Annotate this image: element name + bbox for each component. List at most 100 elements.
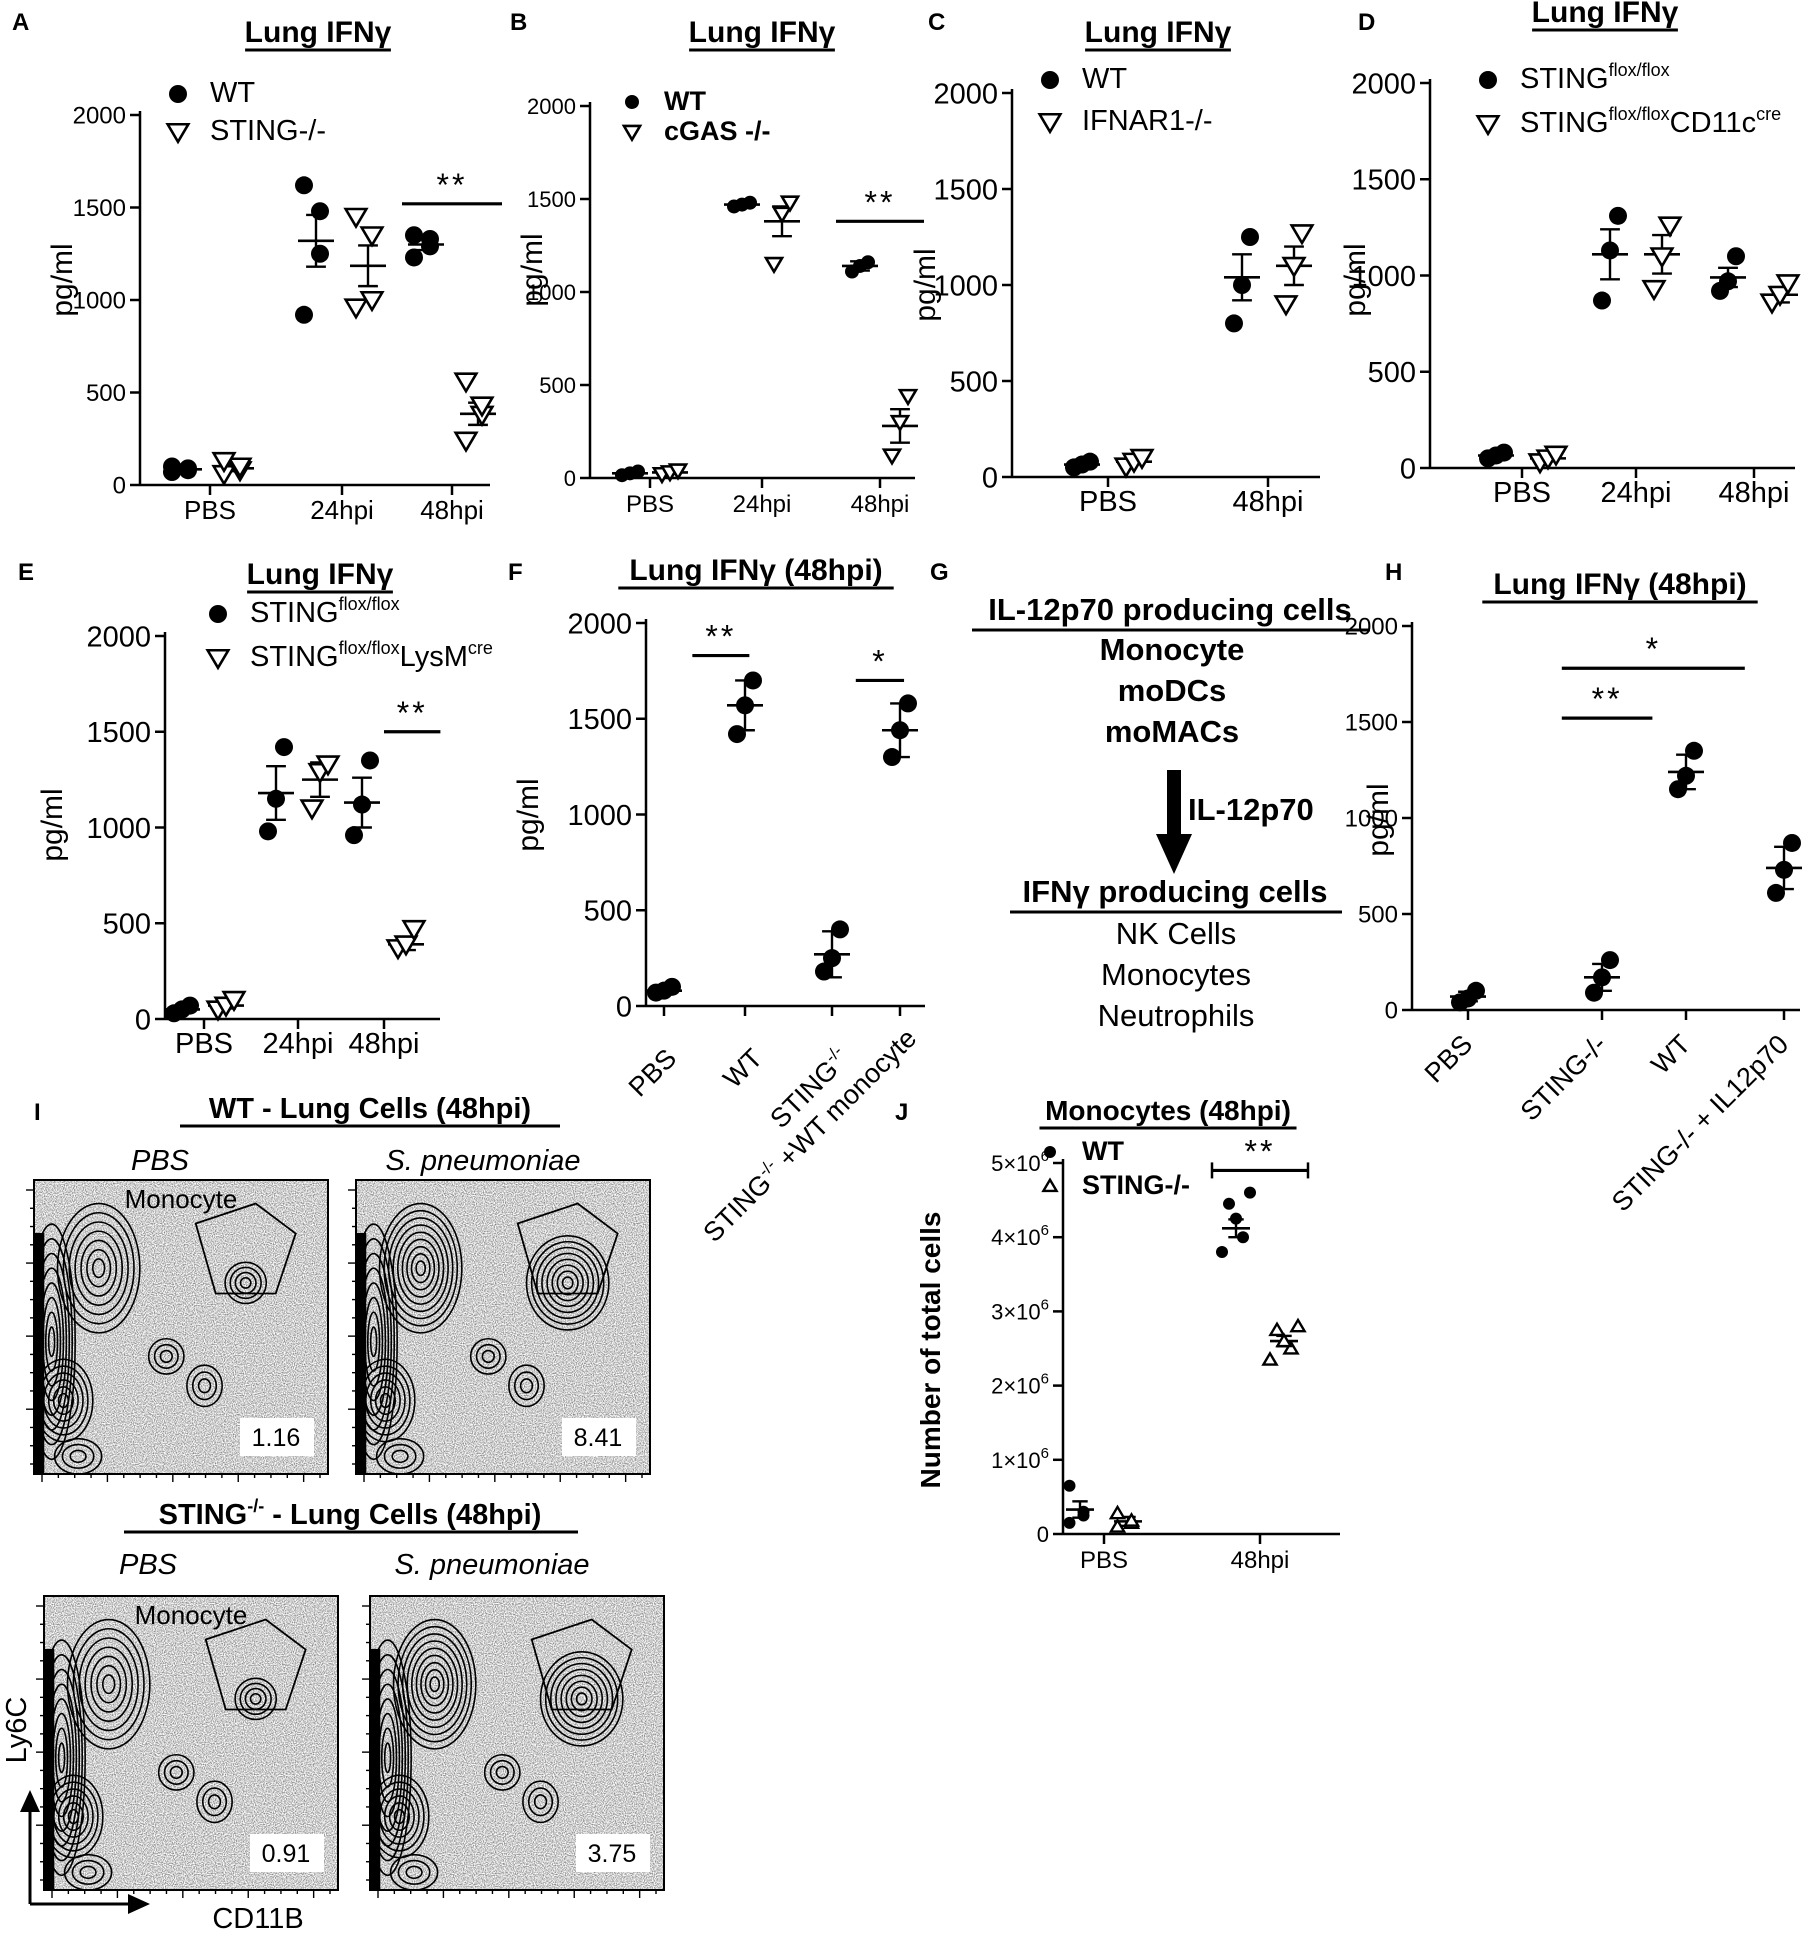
- contour-ring: [475, 1343, 501, 1369]
- contour-ring: [420, 1661, 450, 1707]
- data-point: [663, 977, 681, 996]
- legend-label: STINGflox/floxLysMcre: [250, 638, 493, 673]
- y-tick-label: 2000: [567, 608, 632, 640]
- contour-ring: [234, 1677, 278, 1721]
- panel-c: C Lung IFNγ pg/ml 0 500 1000 1500 2000 PBS 48hpi W…: [909, 9, 1320, 518]
- contour-ring: [197, 1378, 212, 1394]
- data-point: [861, 255, 875, 270]
- chart-title: Lung IFNγ: [689, 16, 836, 49]
- significance-label: **: [705, 619, 736, 655]
- data-point: [1767, 883, 1785, 902]
- data-point: [1261, 1350, 1279, 1366]
- combo-text: STING: [697, 1168, 777, 1248]
- panel-i-cond-pbs-2: PBS: [119, 1549, 178, 1581]
- contour-ring: [481, 1349, 495, 1364]
- data-group: [763, 195, 801, 275]
- contour-ring: [249, 1692, 262, 1705]
- legend-text: STING-/-: [1082, 1170, 1190, 1200]
- data-point: [275, 738, 293, 757]
- data-point: [1241, 228, 1259, 246]
- contour-ring: [379, 1392, 392, 1409]
- legend-text: cGAS -/-: [664, 116, 771, 146]
- data-group: [163, 457, 202, 482]
- x-tick-label: 48hpi: [349, 1028, 420, 1060]
- data-group: [727, 671, 763, 744]
- data-point: [221, 990, 247, 1013]
- contour-ring: [406, 1245, 436, 1291]
- flow-plot: 8.41: [348, 1179, 651, 1482]
- contour-ring: [67, 1808, 80, 1825]
- data-point: [311, 244, 329, 263]
- legend-marker: [1044, 1146, 1056, 1158]
- data-group: [1668, 741, 1704, 799]
- data-point: [1657, 216, 1683, 238]
- data-point: [889, 414, 911, 433]
- panel-g-schematic: G IL-12p70 producing cells Monocyte moDC…: [930, 559, 1370, 1033]
- y-tick-label: 2×106: [991, 1371, 1049, 1399]
- data-point: [163, 457, 181, 476]
- data-group: [612, 464, 648, 483]
- chart-title: Lung IFNγ (48hpi): [629, 554, 882, 587]
- legend-label: WT: [664, 86, 706, 116]
- contour-ring: [393, 1808, 406, 1825]
- title-sting-text: STING: [159, 1499, 248, 1531]
- chart-title: Lung IFNγ: [1085, 16, 1232, 49]
- y-tick-label: 1×106: [991, 1445, 1049, 1473]
- contour-ring: [530, 1240, 605, 1325]
- panel-d: D Lung IFNγ pg/ml 0 500 1000 1500 2000 PBS 24hpi 4…: [1339, 0, 1801, 509]
- data-point: [1593, 291, 1611, 310]
- legend-text: IFNAR1-/-: [1082, 105, 1213, 137]
- legend-text: WT: [1082, 1136, 1124, 1166]
- legend-text: STING: [1520, 107, 1609, 139]
- y-axis-label: pg/ml: [512, 778, 545, 851]
- contour-ring: [47, 1379, 79, 1422]
- significance-label: **: [397, 695, 428, 731]
- data-point: [743, 195, 757, 210]
- contour-ring: [370, 1654, 410, 1862]
- legend-marker: [165, 122, 191, 145]
- contour-ring: [370, 1639, 412, 1877]
- contour-ring: [374, 1385, 397, 1416]
- data-group: [814, 920, 850, 981]
- chart-title: Lung IFNγ: [1532, 0, 1679, 29]
- data-point: [1775, 274, 1801, 296]
- data-point: [453, 431, 479, 453]
- contour-ring: [56, 1202, 141, 1334]
- gate-percentage: 3.75: [588, 1840, 637, 1868]
- legend-label: STINGflox/floxCD11ccre: [1520, 104, 1781, 139]
- data-point: [1289, 1317, 1307, 1333]
- panel-i-title-sting: STING-/- - Lung Cells (48hpi): [159, 1496, 542, 1531]
- contour-ring: [489, 1759, 515, 1785]
- panel-f-xlabel-combo: STING-/- +WT monocyte: [696, 1022, 922, 1248]
- y-tick-label: 0: [564, 466, 576, 491]
- legend-text: STING: [250, 597, 339, 629]
- data-group: [164, 996, 200, 1023]
- value-box: [240, 1418, 314, 1456]
- y-tick-label: 0: [982, 462, 998, 494]
- data-point: [1108, 1504, 1127, 1520]
- legend-sup: flox/flox: [339, 594, 400, 614]
- gate-label: Monocyte: [125, 1184, 238, 1214]
- data-point: [259, 822, 277, 841]
- y-tick-label: 1000: [933, 270, 998, 302]
- data-point: [1649, 247, 1675, 269]
- panel-letter: C: [928, 9, 945, 36]
- flow-edge-band: [356, 1232, 367, 1474]
- contour-ring: [397, 1231, 445, 1305]
- contour-ring: [69, 1449, 87, 1464]
- panel-g-heading-2: IFNγ producing cells: [1023, 874, 1328, 909]
- y-tick-label: 500: [539, 373, 576, 398]
- monocyte-gate: [204, 1618, 307, 1711]
- data-point: [179, 459, 197, 478]
- contour-ring: [90, 1655, 128, 1713]
- legend-marker: [621, 124, 643, 143]
- legend-text-2: LysM: [400, 641, 468, 673]
- y-tick-label: 0: [135, 1004, 151, 1036]
- title-sting-sup: -/-: [247, 1496, 264, 1516]
- data-point: [1268, 1321, 1286, 1337]
- contour-ring: [62, 1211, 135, 1325]
- legend-text: STING-/-: [210, 115, 326, 147]
- x-tick-label: 48hpi: [851, 491, 910, 518]
- y-tick-label: 500: [1358, 902, 1398, 929]
- data-point: [1273, 295, 1299, 317]
